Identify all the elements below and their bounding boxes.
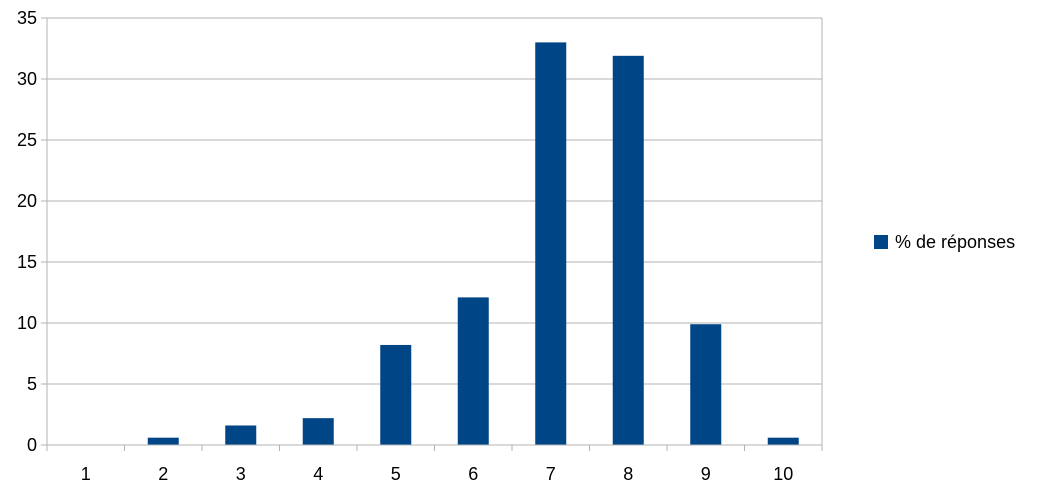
bar — [457, 297, 489, 445]
x-tick-label: 5 — [391, 464, 401, 484]
bar — [690, 324, 722, 445]
x-tick-label: 4 — [313, 464, 323, 484]
x-tick-label: 9 — [701, 464, 711, 484]
bar — [147, 437, 179, 445]
axes: 0 5 10 15 20 25 30 35 1 2 3 4 5 6 7 8 9 10 — [17, 8, 823, 484]
y-tick-label: 10 — [17, 313, 37, 333]
bar — [380, 344, 412, 445]
y-tick-label: 35 — [17, 8, 37, 28]
y-tick-label: 20 — [17, 191, 37, 211]
bar — [612, 55, 644, 445]
legend-swatch — [874, 235, 888, 249]
y-tick-label: 30 — [17, 69, 37, 89]
legend: % de réponses — [874, 232, 1015, 252]
x-tick-label: 8 — [623, 464, 633, 484]
y-tick-label: 5 — [27, 374, 37, 394]
x-tick-label: 2 — [158, 464, 168, 484]
y-tick-label: 25 — [17, 130, 37, 150]
bars — [147, 42, 799, 446]
bar — [225, 425, 257, 445]
legend-label: % de réponses — [895, 232, 1015, 252]
bar — [767, 437, 799, 445]
bar — [535, 42, 567, 446]
gridlines — [41, 17, 822, 446]
y-tick-label: 0 — [27, 435, 37, 455]
bar — [302, 418, 334, 445]
x-tick-label: 7 — [546, 464, 556, 484]
x-tick-label: 6 — [468, 464, 478, 484]
x-tick-label: 1 — [81, 464, 91, 484]
x-tick-label: 3 — [236, 464, 246, 484]
y-tick-label: 15 — [17, 252, 37, 272]
x-tick-label: 10 — [773, 464, 793, 484]
